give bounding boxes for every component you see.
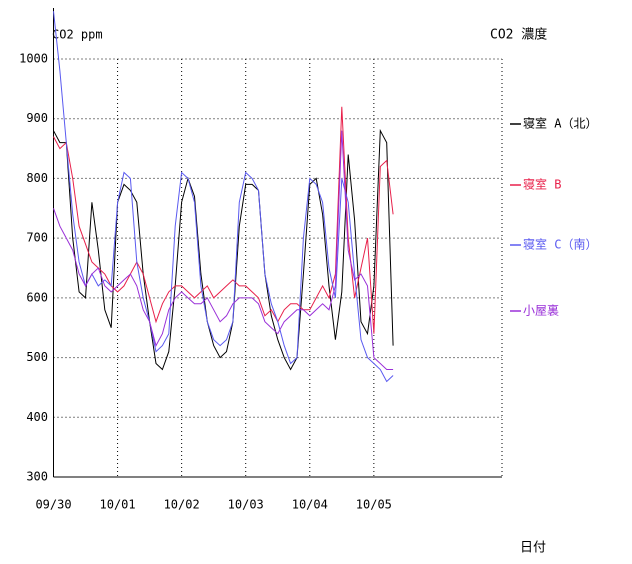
y-tick-label: 300 (26, 470, 48, 484)
y-tick-label: 900 (26, 111, 48, 125)
y-axis-label: CO2 ppm (52, 28, 103, 42)
series-line (53, 128, 394, 371)
x-tick-label: 10/03 (228, 498, 264, 512)
legend-label: 寝室 B (523, 177, 561, 192)
legend-label: 寝室 A（北） (523, 116, 597, 131)
x-axis-label: 日付 (520, 541, 546, 556)
legend-label: 小屋裏 (523, 303, 559, 318)
y-tick-label: 400 (26, 410, 48, 424)
x-tick-label: 10/01 (100, 498, 136, 512)
x-tick-label: 10/05 (356, 498, 392, 512)
series-line (53, 11, 394, 383)
y-tick-label: 600 (26, 290, 48, 304)
y-tick-label: 500 (26, 350, 48, 364)
series-line (53, 130, 394, 370)
y-tick-label: 800 (26, 171, 48, 185)
y-tick-label: 700 (26, 231, 48, 245)
x-tick-label: 10/02 (164, 498, 200, 512)
y-tick-label: 1000 (19, 52, 48, 66)
x-tick-label: 09/30 (35, 498, 71, 512)
series-line (53, 106, 394, 334)
legend-label: 寝室 C（南） (523, 237, 597, 252)
chart-title: CO2 濃度 (490, 27, 547, 43)
x-tick-label: 10/04 (292, 498, 328, 512)
